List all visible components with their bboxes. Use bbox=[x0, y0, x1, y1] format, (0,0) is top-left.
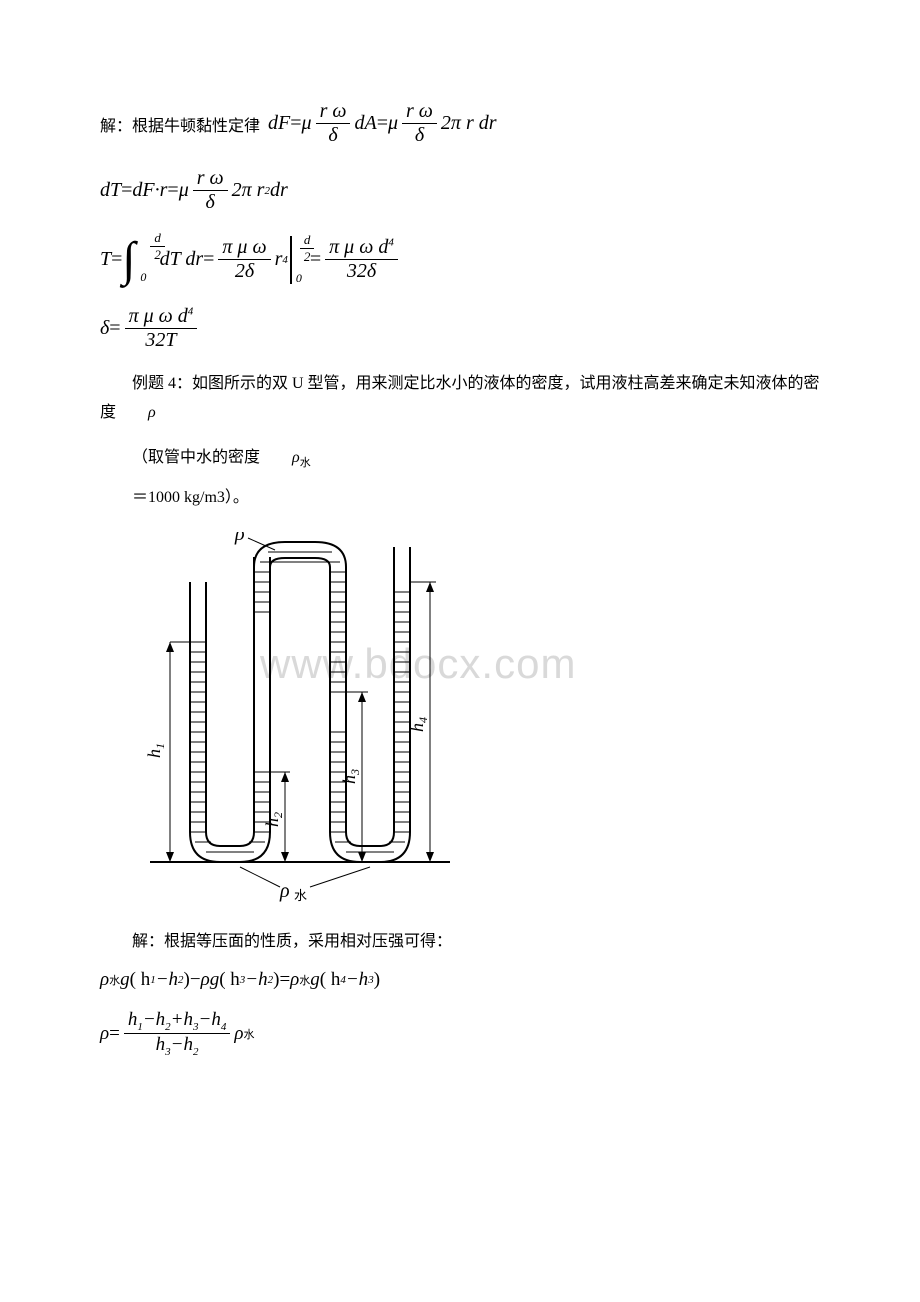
solution-intro: 解：根据等压面的性质，采用相对压强可得： bbox=[100, 927, 820, 951]
svg-text:h1: h1 bbox=[144, 743, 167, 758]
eq4-fnumsup: 4 bbox=[188, 305, 194, 317]
eq2-eq2: = bbox=[167, 179, 178, 202]
eq5-p2a: ( h bbox=[219, 969, 240, 991]
given-rho: ρ bbox=[260, 444, 300, 473]
eq2-lhs: dT bbox=[100, 179, 121, 202]
eq2-mid1: dF·r bbox=[132, 179, 167, 202]
eq5-g3: g bbox=[310, 969, 320, 991]
given-line-2: ＝1000 kg/m3）。 bbox=[100, 484, 820, 513]
eq2-fden: δ bbox=[202, 191, 219, 214]
diagram-rho-water: ρ bbox=[279, 880, 290, 902]
eq4-fnum: π μ ω d bbox=[129, 305, 188, 327]
equation-pressure-balance: ρ水 g ( h1−h2) − ρ g ( h3−h2) = ρ水 g ( h4… bbox=[100, 969, 820, 991]
eq1-eq2: = bbox=[377, 112, 388, 135]
eq5-rhow2: ρ bbox=[290, 969, 299, 991]
eq5-g1: g bbox=[120, 969, 130, 991]
eq5-g2: g bbox=[210, 969, 220, 991]
given-line-1: （取管中水的密度ρ水 bbox=[100, 444, 820, 474]
eq6-db: −h bbox=[171, 1034, 193, 1055]
eq4-fden: 32T bbox=[141, 329, 180, 352]
eq3-f1den: 2δ bbox=[231, 260, 258, 283]
diagram-rho-label: ρ bbox=[234, 532, 245, 545]
int-lower: 0 bbox=[140, 270, 146, 285]
int-upper-num: d bbox=[150, 230, 165, 247]
equation-delta: δ = π μ ω d4 32T bbox=[100, 305, 820, 352]
svg-text:h2: h2 bbox=[262, 812, 285, 827]
eq1-dF: dF bbox=[268, 112, 290, 135]
problem-statement: 例题 4：如图所示的双 U 型管，用来测定比水小的液体的密度，试用液柱高差来确定… bbox=[100, 370, 820, 428]
u-tube-diagram: ρ ρ 水 h1 h2 h3 h4 bbox=[140, 532, 820, 907]
eq4-delta: δ bbox=[100, 317, 109, 340]
solution-text: 解：根据等压面的性质，采用相对压强可得： bbox=[132, 933, 452, 950]
eq3-f2numsup: 4 bbox=[388, 236, 394, 248]
eq2-mu: μ bbox=[179, 179, 189, 202]
eq5-p2m: −h bbox=[245, 969, 267, 991]
eq6-tailrho: ρ bbox=[234, 1023, 243, 1045]
eq1-frac1-num: r ω bbox=[316, 100, 351, 124]
eval-upper-den: 2 bbox=[300, 249, 315, 265]
eq2-dr: dr bbox=[270, 179, 288, 202]
eq1-dA: dA bbox=[354, 112, 376, 135]
eq1-frac2-den: δ bbox=[411, 124, 428, 147]
eq1-tail: 2π r dr bbox=[441, 112, 497, 135]
eq2-fnum: r ω bbox=[193, 167, 228, 191]
equation-rho-result: ρ = h1−h2+h3−h4 h3−h2 ρ水 bbox=[100, 1009, 820, 1058]
eq6-rho: ρ bbox=[100, 1023, 109, 1045]
eq6-tailsub: 水 bbox=[243, 1026, 254, 1042]
eq1-frac1-den: δ bbox=[324, 124, 341, 147]
eq1-mu2: μ bbox=[388, 112, 398, 135]
hatch-right bbox=[330, 592, 410, 852]
eq2-tail: 2π r bbox=[232, 179, 265, 202]
eq5-p1a: ( h bbox=[130, 969, 151, 991]
eq6-eq: = bbox=[109, 1023, 120, 1045]
eq1-frac2-num: r ω bbox=[402, 100, 437, 124]
eq6-ds2: 2 bbox=[193, 1046, 199, 1058]
hatch-arch bbox=[254, 552, 346, 692]
eq3-eq: = bbox=[111, 248, 122, 271]
eq1-eq1: = bbox=[290, 112, 301, 135]
problem-text: 例题 4：如图所示的双 U 型管，用来测定比水小的液体的密度，试用液柱高差来确定… bbox=[100, 375, 820, 421]
eq3-T: T bbox=[100, 248, 111, 271]
equation-T-integral: T = ∫ d 2 0 dT dr = π μ ω 2δ r 4 d 2 0 =… bbox=[100, 232, 820, 287]
eq6-ns4: 4 bbox=[221, 1021, 227, 1033]
eq6-nd: −h bbox=[199, 1009, 221, 1030]
eq5-minus: − bbox=[190, 969, 201, 991]
eq5-p3c: ) bbox=[374, 969, 380, 991]
eq3-r: r bbox=[275, 248, 283, 271]
equation-dT: dT = dF·r = μ r ω δ 2π r 2 dr bbox=[100, 167, 820, 214]
eq5-subw2: 水 bbox=[299, 972, 310, 988]
eq6-nc: +h bbox=[171, 1009, 193, 1030]
eq5-rho: ρ bbox=[201, 969, 210, 991]
eq3-f1num: π μ ω bbox=[218, 236, 270, 260]
diagram-rho-water-sub: 水 bbox=[294, 888, 307, 902]
eq6-da: h bbox=[156, 1034, 166, 1055]
svg-text:h3: h3 bbox=[339, 769, 362, 784]
integral-sign: ∫ bbox=[122, 233, 135, 286]
eq6-nb: −h bbox=[143, 1009, 165, 1030]
eq5-rhow1: ρ bbox=[100, 969, 109, 991]
hatch-left-h1 bbox=[190, 642, 270, 852]
given-prefix: （取管中水的密度 bbox=[132, 449, 260, 466]
eq2-eq: = bbox=[121, 179, 132, 202]
eq5-p1m: −h bbox=[156, 969, 178, 991]
eq5-eq: = bbox=[279, 969, 290, 991]
eq3-f2den: 32δ bbox=[343, 260, 380, 283]
eq3-eq2: = bbox=[203, 248, 214, 271]
problem-rho: ρ bbox=[116, 399, 156, 428]
eq4-eq: = bbox=[109, 317, 120, 340]
eq5-p3a: ( h bbox=[320, 969, 341, 991]
int-upper-den: 2 bbox=[150, 247, 165, 263]
given-value: ＝1000 kg/m3）。 bbox=[132, 489, 249, 506]
eq5-subw1: 水 bbox=[109, 972, 120, 988]
line1-prefix: 解：根据牛顿黏性定律 bbox=[100, 112, 260, 136]
eq5-p3m: −h bbox=[346, 969, 368, 991]
eq3-sup4: 4 bbox=[282, 254, 288, 266]
eq3-f2numa: π μ ω d bbox=[329, 236, 388, 258]
solution-line-1: 解：根据牛顿黏性定律 dF = μ r ω δ dA = μ r ω δ 2π … bbox=[100, 100, 820, 147]
eq1-mu1: μ bbox=[302, 112, 312, 135]
eq6-na: h bbox=[128, 1009, 138, 1030]
eval-upper-num: d bbox=[300, 232, 315, 249]
eval-lower: 0 bbox=[296, 271, 302, 286]
given-sub-water: 水 bbox=[300, 457, 311, 469]
